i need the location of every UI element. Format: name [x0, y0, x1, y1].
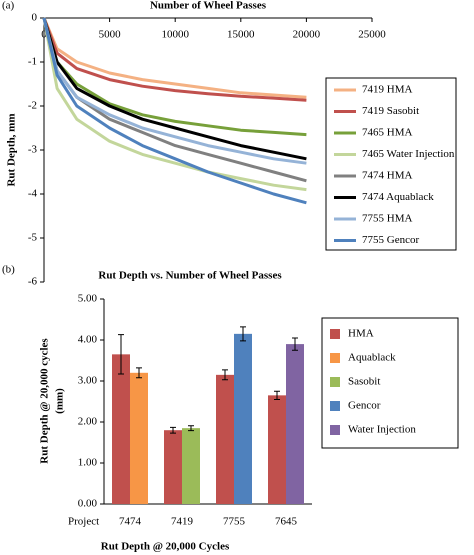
x-axis-title: Rut Depth @ 20,000 Cycles	[101, 541, 230, 553]
y-axis-title: Rut Depth, mm	[6, 113, 18, 186]
y-tick-label: -4	[28, 188, 38, 200]
error-bar	[136, 367, 142, 379]
error-bar	[118, 334, 124, 375]
error-bar	[170, 426, 176, 434]
legend-swatch	[330, 377, 340, 387]
y-tick-label: 4.00	[78, 334, 98, 346]
legend-label: Gencor	[348, 400, 381, 412]
x-tick-label: 7645	[275, 516, 298, 528]
data-line	[42, 17, 307, 205]
y-tick-label: -1	[28, 56, 37, 68]
legend-label: 7755 HMA	[362, 213, 412, 225]
legend-box	[321, 317, 459, 449]
panel-label: (a)	[2, 0, 15, 12]
x-tick-label: 7474	[119, 516, 142, 528]
legend-swatch	[330, 425, 340, 435]
legend-box	[325, 77, 457, 251]
legend-label: 7465 Water Injection	[362, 148, 455, 160]
y-tick-label: 3.00	[78, 375, 98, 387]
x-axis-title: Number of Wheel Passes	[150, 0, 267, 12]
legend-label: 7419 Sasobit	[362, 105, 419, 117]
x-tick-label: 7419	[171, 516, 194, 528]
x-axis-name: Project	[68, 516, 99, 528]
y-tick-label: 1.00	[78, 457, 98, 469]
y-tick-label: 0	[32, 12, 38, 24]
y-tick-label: -5	[28, 232, 38, 244]
x-tick-label: 15000	[227, 29, 255, 41]
x-tick-label: 10000	[161, 29, 189, 41]
data-line	[42, 17, 307, 192]
bar	[130, 372, 148, 504]
legend-label: Aquablack	[348, 352, 396, 364]
x-tick-label: 0	[41, 29, 47, 41]
data-line	[42, 17, 307, 99]
x-tick-label: 7755	[223, 516, 246, 528]
legend-label: 7465 HMA	[362, 127, 412, 139]
y-axis-title: (mm)	[54, 388, 66, 414]
legend-label: 7419 HMA	[362, 84, 412, 96]
x-tick-label: 20000	[293, 29, 321, 41]
data-line	[42, 17, 307, 161]
panel-label: (b)	[2, 264, 15, 276]
bar	[182, 428, 200, 504]
legend-label: Water Injection	[348, 424, 416, 436]
legend-swatch	[330, 401, 340, 411]
bar	[164, 430, 182, 504]
data-line	[42, 17, 307, 165]
bar	[112, 354, 130, 504]
error-bar	[222, 369, 228, 381]
x-tick-label: 25000	[358, 29, 386, 41]
legend-swatch	[330, 353, 340, 363]
bar	[234, 333, 252, 504]
x-tick-label: 5000	[99, 29, 122, 41]
legend-label: 7474 Aquablack	[362, 191, 434, 203]
chart-title: Rut Depth vs. Number of Wheel Passes	[98, 270, 282, 282]
error-bar	[240, 326, 246, 342]
y-tick-label: 2.00	[78, 416, 98, 428]
error-bar	[274, 390, 280, 400]
data-line	[42, 17, 307, 102]
bar	[268, 395, 286, 504]
bar	[216, 374, 234, 504]
y-tick-label: -6	[28, 276, 38, 288]
y-tick-label: 5.00	[78, 293, 98, 305]
legend-swatch	[330, 329, 340, 339]
y-tick-label: 0.00	[78, 498, 98, 510]
legend-label: 7755 Gencor	[362, 234, 419, 246]
error-bar	[188, 425, 194, 432]
legend-label: 7474 HMA	[362, 170, 412, 182]
bar	[286, 344, 304, 504]
legend-label: Sasobit	[348, 376, 380, 388]
y-tick-label: -2	[28, 100, 37, 112]
legend-label: HMA	[348, 328, 374, 340]
y-axis-title: Rut Depth @ 20,000 cycles	[39, 338, 51, 464]
y-tick-label: -3	[28, 144, 38, 156]
error-bar	[292, 337, 298, 351]
